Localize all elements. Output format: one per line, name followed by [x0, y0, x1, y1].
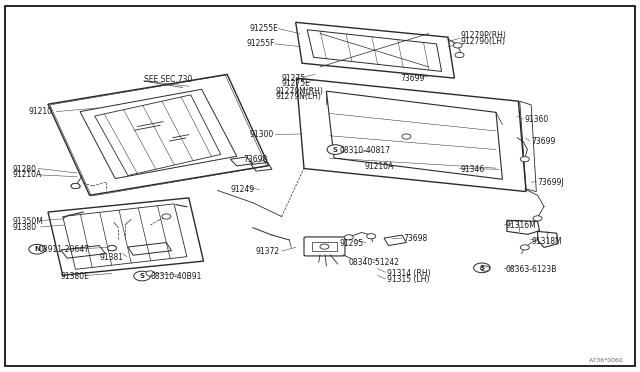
Text: A736*0060: A736*0060: [589, 358, 624, 363]
Text: S: S: [140, 273, 145, 279]
Text: SEE SEC.730: SEE SEC.730: [144, 75, 193, 84]
Text: 08310-40817: 08310-40817: [339, 146, 390, 155]
Text: 91279N(LH): 91279N(LH): [275, 92, 321, 101]
Circle shape: [146, 271, 155, 276]
Text: 91255F: 91255F: [246, 39, 275, 48]
Text: 91255E: 91255E: [250, 24, 278, 33]
Circle shape: [29, 244, 45, 254]
Text: 08340-51242: 08340-51242: [349, 258, 400, 267]
Circle shape: [134, 271, 150, 281]
Circle shape: [320, 244, 329, 249]
Text: 91380: 91380: [13, 223, 37, 232]
Text: 08363-6123B: 08363-6123B: [506, 265, 557, 274]
Text: 91350M: 91350M: [13, 217, 44, 226]
Circle shape: [455, 52, 464, 58]
Text: 91360: 91360: [525, 115, 549, 124]
Circle shape: [108, 246, 116, 251]
Text: 91279M(RH): 91279M(RH): [275, 87, 323, 96]
Text: 73698: 73698: [243, 155, 268, 164]
Text: 91380E: 91380E: [61, 272, 90, 280]
Text: 91280: 91280: [13, 165, 36, 174]
Text: 08911-20647: 08911-20647: [38, 246, 90, 254]
Text: 91249: 91249: [230, 185, 255, 194]
Circle shape: [162, 214, 171, 219]
Text: 73699: 73699: [531, 137, 556, 146]
Circle shape: [520, 157, 529, 162]
Text: S: S: [479, 265, 484, 271]
Text: 08310-40B91: 08310-40B91: [150, 272, 202, 280]
Text: 91372: 91372: [256, 247, 280, 256]
Text: 912790(LH): 912790(LH): [461, 37, 506, 46]
FancyBboxPatch shape: [304, 237, 345, 256]
Text: 91279P(RH): 91279P(RH): [461, 31, 507, 40]
Circle shape: [474, 263, 490, 273]
Text: 73699J: 73699J: [538, 178, 564, 187]
Text: 91295: 91295: [339, 239, 364, 248]
Text: 91275: 91275: [282, 74, 306, 83]
Circle shape: [533, 216, 542, 221]
Text: S: S: [333, 147, 338, 153]
Circle shape: [71, 183, 80, 189]
Text: 91316M: 91316M: [506, 221, 536, 230]
Circle shape: [327, 145, 344, 154]
Text: 91210A: 91210A: [13, 170, 42, 179]
Circle shape: [71, 183, 80, 189]
Circle shape: [344, 235, 353, 240]
Text: N: N: [34, 246, 40, 252]
Text: 91318M: 91318M: [531, 237, 562, 246]
Circle shape: [453, 43, 462, 48]
Circle shape: [402, 134, 411, 139]
Text: 91210A: 91210A: [365, 162, 394, 171]
Text: 91315 (LH): 91315 (LH): [387, 275, 429, 284]
Text: 91346: 91346: [461, 165, 485, 174]
Text: 73698: 73698: [403, 234, 428, 243]
Text: 91300: 91300: [250, 130, 274, 139]
Text: 91314 (RH): 91314 (RH): [387, 269, 431, 278]
Text: 91275E: 91275E: [282, 79, 310, 88]
Bar: [312, 242, 337, 251]
Circle shape: [520, 245, 529, 250]
Circle shape: [108, 246, 116, 251]
Circle shape: [367, 234, 376, 239]
Text: 91210: 91210: [29, 107, 52, 116]
Circle shape: [481, 266, 490, 271]
Text: 73699: 73699: [400, 74, 424, 83]
Text: 91381: 91381: [99, 253, 123, 262]
